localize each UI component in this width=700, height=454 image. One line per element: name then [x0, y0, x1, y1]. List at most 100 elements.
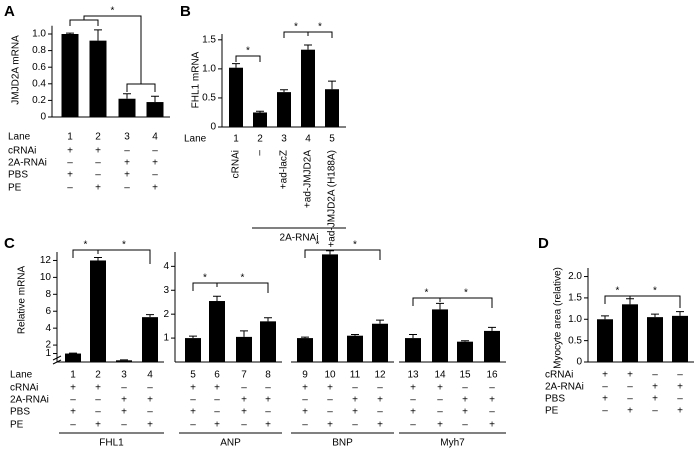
y-tick-label: 1 — [45, 348, 51, 359]
y-axis-label: Myocyte area (relative) — [553, 267, 564, 369]
lane-number: 9 — [302, 370, 308, 381]
y-tick-label: 1 — [163, 333, 169, 344]
error-bar — [94, 29, 102, 41]
condition-mark: + — [67, 146, 73, 157]
condition-mark: – — [95, 170, 101, 181]
y-tick-label: 0.5 — [568, 335, 582, 346]
condition-label: 2A-RNAi — [545, 382, 584, 393]
bar — [90, 260, 106, 362]
condition-mark: + — [241, 407, 247, 418]
condition-mark: + — [652, 394, 658, 405]
y-tick-label: 2.0 — [568, 271, 582, 282]
lane-number: 4 — [152, 132, 158, 143]
condition-mark: – — [627, 394, 633, 405]
lane-number: 1 — [67, 132, 73, 143]
significance-star: * — [653, 286, 657, 297]
condition-mark: + — [265, 420, 271, 431]
y-tick-label: 1.5 — [568, 293, 582, 304]
error-bar — [123, 93, 131, 99]
bar — [118, 98, 136, 117]
condition-mark: – — [121, 420, 127, 431]
error-bar — [146, 314, 154, 318]
condition-mark: + — [95, 383, 101, 394]
lane-number: 11 — [350, 370, 361, 381]
condition-label: PBS — [8, 170, 28, 181]
condition-mark: + — [95, 146, 101, 157]
significance-bracket — [83, 15, 142, 84]
significance-star: * — [203, 273, 207, 284]
condition-mark: – — [265, 407, 271, 418]
bar — [185, 338, 201, 362]
significance-star: * — [616, 286, 620, 297]
condition-mark: + — [437, 383, 443, 394]
condition-mark: – — [190, 395, 196, 406]
condition-mark: – — [70, 420, 76, 431]
condition-mark: + — [190, 407, 196, 418]
significance-bracket — [97, 249, 151, 264]
category-label: cRNAi — [231, 150, 242, 178]
condition-mark: + — [410, 383, 416, 394]
condition-mark: – — [147, 383, 153, 394]
condition-mark: + — [70, 407, 76, 418]
condition-mark: – — [489, 407, 495, 418]
condition-mark: – — [627, 382, 633, 393]
y-tick-label: 0.8 — [32, 45, 46, 56]
error-bar — [189, 335, 197, 339]
condition-mark: – — [462, 383, 468, 394]
condition-mark: + — [462, 395, 468, 406]
lane-number: 10 — [324, 370, 336, 381]
condition-mark: + — [302, 383, 308, 394]
significance-bracket — [329, 249, 381, 260]
condition-label: PBS — [10, 407, 30, 418]
condition-mark: + — [121, 407, 127, 418]
condition-mark: – — [410, 420, 416, 431]
panel-letter: B — [180, 3, 191, 20]
category-label: +ad-lacZ — [279, 150, 290, 189]
condition-mark: + — [627, 406, 633, 417]
significance-star: * — [122, 240, 126, 251]
error-bar — [651, 313, 659, 318]
significance-star: * — [84, 240, 88, 251]
error-bar — [264, 317, 272, 322]
bar — [597, 319, 613, 362]
lane-label: Lane — [10, 370, 33, 381]
lane-number: 16 — [486, 370, 498, 381]
y-tick-label: 0 — [576, 357, 582, 368]
bar — [277, 92, 291, 127]
y-tick-label: 4 — [163, 261, 169, 272]
y-tick-label: 2 — [45, 340, 51, 351]
category-label: +ad-JMJD2A (H188A) — [327, 150, 338, 248]
bar — [325, 89, 339, 127]
condition-mark: – — [352, 420, 358, 431]
group-label: FHL1 — [99, 438, 124, 449]
y-tick-label: 2 — [163, 309, 169, 320]
condition-label: PBS — [545, 394, 565, 405]
condition-mark: + — [241, 395, 247, 406]
error-bar — [213, 295, 221, 302]
condition-mark: + — [327, 383, 333, 394]
condition-mark: + — [124, 170, 130, 181]
condition-mark: + — [410, 407, 416, 418]
lane-number: 2 — [95, 132, 101, 143]
condition-mark: – — [677, 370, 683, 381]
condition-mark: – — [241, 420, 247, 431]
category-label: +ad-JMJD2A — [303, 150, 314, 208]
condition-mark: + — [489, 420, 495, 431]
lane-number: 1 — [233, 134, 239, 145]
significance-star: * — [316, 240, 320, 251]
lane-number: 7 — [241, 370, 247, 381]
condition-mark: – — [462, 420, 468, 431]
lane-number: 4 — [147, 370, 153, 381]
group-label: 2A-RNAi — [280, 233, 319, 244]
significance-bracket — [412, 297, 441, 306]
condition-mark: – — [602, 382, 608, 393]
condition-mark: – — [152, 146, 158, 157]
bracket-left — [69, 19, 99, 26]
condition-mark: + — [437, 420, 443, 431]
y-tick-label: 0.2 — [32, 95, 46, 106]
condition-mark: + — [147, 420, 153, 431]
condition-mark: – — [67, 158, 73, 169]
bar — [229, 67, 243, 127]
condition-mark: – — [95, 395, 101, 406]
